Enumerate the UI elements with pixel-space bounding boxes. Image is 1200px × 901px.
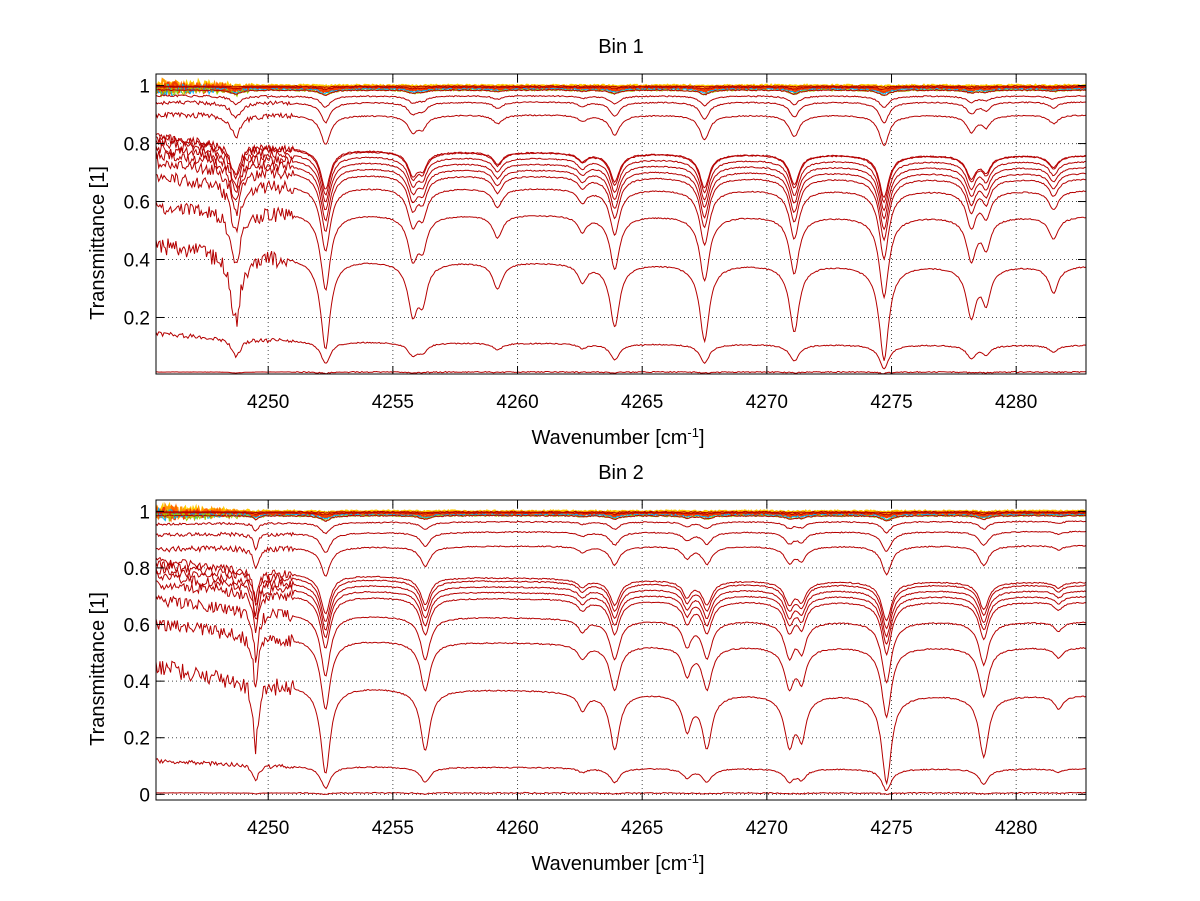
panel-bin-1: Bin 1 Transmittance [1] Wavenumber [cm-1… [87,36,1087,450]
x-tick-label: 4250 [247,392,289,413]
series-line [156,565,1086,638]
series-line [156,133,1086,199]
x-axis-label-text: Wavenumber [cm [531,427,687,449]
series-line [156,111,1086,147]
series-line [156,143,1086,220]
series-line [156,758,1086,792]
series-line [156,570,1086,645]
series-line [156,94,1086,108]
series-line [156,88,1086,97]
plot-area: 4250 4255 4260 4265 4270 4275 4280 0 0.2 0.4 0.6 0.… [124,499,1087,839]
x-tick-label: 4275 [870,818,912,839]
series-line [156,580,1086,657]
x-tick-label: 4255 [372,392,414,413]
y-tick-label: 0.2 [124,729,150,750]
y-tick-label: 1 [139,77,150,98]
series-line [156,791,1086,796]
series-line [156,99,1086,124]
chart-title: Bin 2 [598,462,644,484]
x-tick-label: 4270 [746,818,788,839]
series-line [156,544,1086,577]
series-line-top [156,507,1086,522]
x-tick-label: 4280 [995,818,1037,839]
series-line-top [156,83,1086,97]
x-axis-label-superscript: -1 [687,425,699,440]
series-line [156,560,1086,630]
series-line [156,660,1086,786]
series-line [156,171,1086,261]
plot-background [156,74,1086,374]
series-line [156,138,1086,212]
series-line [156,85,1086,91]
y-tick-label: 0.4 [124,251,151,272]
series-group [156,77,1086,374]
series-line [156,331,1086,370]
x-tick-label: 4260 [496,818,538,839]
y-tick-label: 0.8 [124,559,150,580]
series-line [156,238,1086,361]
series-line [156,370,1086,374]
plot-area: 4250 4255 4260 4265 4270 4275 4280 0.2 0.4 0.6 0.8… [124,73,1087,413]
x-tick-label: 4250 [247,818,289,839]
y-tick-label: 0.4 [124,672,151,693]
panel-bin-2: Bin 2 Transmittance [1] Wavenumber [cm-1… [87,462,1087,876]
x-tick-label: 4265 [621,392,663,413]
series-line [156,201,1086,300]
x-tick-label: 4280 [995,392,1037,413]
series-line [156,520,1086,535]
x-axis-label: Wavenumber [cm-1] [531,851,704,876]
x-tick-label: 4260 [496,392,538,413]
x-axis-label-text: Wavenumber [cm [531,853,687,875]
axes-frame [155,499,1087,801]
series-line [156,134,1086,204]
y-axis-label: Transmittance [1] [87,592,109,746]
x-tick-label: 4275 [870,392,912,413]
series-line [156,150,1086,231]
series-line [156,85,1086,89]
x-axis-label-superscript: -1 [687,851,699,866]
y-tick-label: 0.6 [124,616,150,637]
x-axis-label-end: ] [699,853,705,875]
y-tick-label: 0.2 [124,308,150,329]
y-tick-label: 1 [139,502,150,523]
x-tick-label: 4255 [372,818,414,839]
y-tick-label: 0.6 [124,193,150,214]
plot-background [156,500,1086,800]
series-line [156,556,1086,622]
x-tick-label: 4265 [621,818,663,839]
y-axis-label: Transmittance [1] [87,166,109,320]
series-line [156,510,1086,514]
series-line [156,156,1086,242]
series-line [156,514,1086,522]
series-group [156,501,1086,796]
axes-frame [155,73,1087,375]
x-tick-label: 4270 [746,392,788,413]
chart-title: Bin 1 [598,36,644,58]
x-axis-label: Wavenumber [cm-1] [531,425,704,450]
x-axis-label-end: ] [699,427,705,449]
series-line [156,511,1086,516]
series-line [156,618,1086,719]
series-line [156,594,1086,684]
series-line [156,530,1086,553]
y-tick-label: 0 [139,785,150,806]
y-tick-label: 0.8 [124,135,150,156]
